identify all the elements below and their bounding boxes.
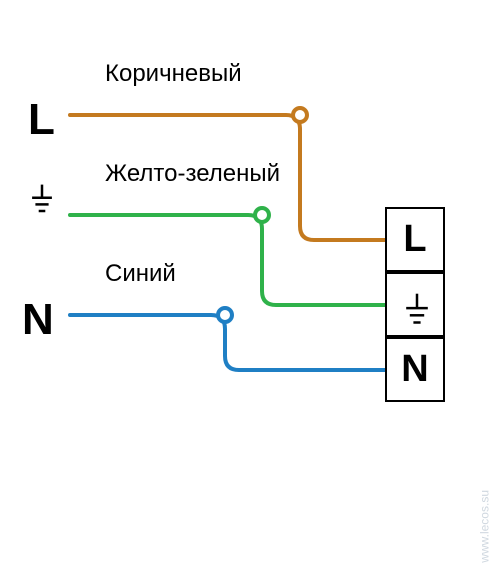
- watermark: www.lecos.su: [478, 490, 492, 563]
- terminal-label-neutral: N: [401, 348, 428, 391]
- ground-icon: [387, 272, 443, 337]
- wire-label-blue: Синий: [105, 260, 176, 288]
- terminal-box-neutral: N: [385, 337, 445, 402]
- wire-label-brown: Коричневый: [105, 60, 242, 88]
- terminal-label-line: L: [403, 218, 426, 261]
- wire-label-green: Желто-зеленый: [105, 160, 280, 188]
- terminal-box-line: L: [385, 207, 445, 272]
- terminal-box-ground: [385, 272, 445, 337]
- left-symbol-neutral: N: [22, 295, 54, 345]
- left-symbol-line: L: [28, 95, 55, 145]
